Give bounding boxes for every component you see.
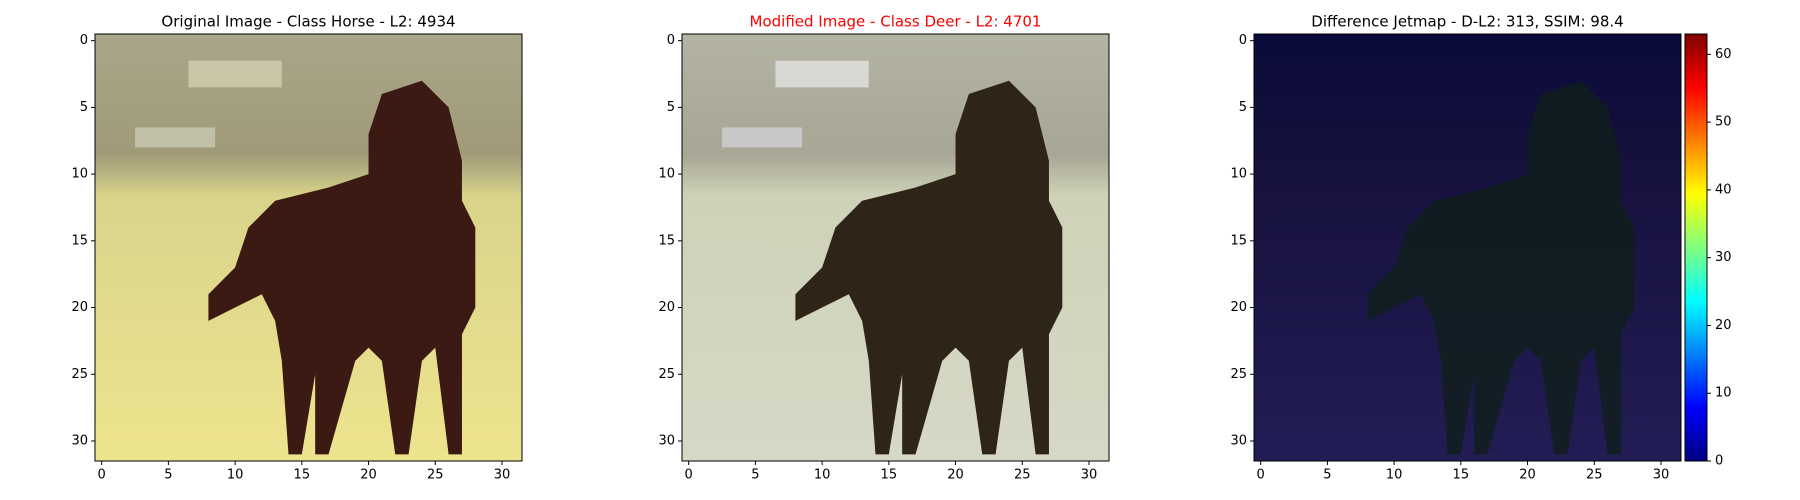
x-tick-label: 25 — [427, 468, 444, 483]
x-tick-label: 10 — [1386, 468, 1403, 483]
y-tick-label: 20 — [71, 300, 88, 315]
x-tick-label: 0 — [685, 468, 693, 483]
panel-title: Difference Jetmap - D-L2: 313, SSIM: 98.… — [1311, 13, 1623, 31]
y-tick-label: 25 — [1230, 367, 1247, 382]
colorbar-tick-label: 10 — [1715, 386, 1732, 401]
axes-frame — [1253, 33, 1682, 462]
y-tick-label: 10 — [71, 167, 88, 182]
y-tick-label: 30 — [1230, 433, 1247, 448]
colorbar-tick-label: 40 — [1715, 182, 1732, 197]
x-tick-label: 20 — [947, 468, 964, 483]
y-tick-label: 10 — [658, 167, 675, 182]
y-tick-label: 0 — [80, 33, 88, 48]
x-tick-label: 10 — [814, 468, 831, 483]
y-tick-label: 15 — [71, 233, 88, 248]
image-modified — [682, 34, 1109, 461]
y-tick-label: 20 — [1230, 300, 1247, 315]
panel-title: Modified Image - Class Deer - L2: 4701 — [750, 13, 1042, 31]
axes-frame — [681, 33, 1110, 462]
y-tick-label: 5 — [1239, 100, 1247, 115]
y-tick-label: 15 — [658, 233, 675, 248]
x-tick-label: 30 — [1081, 468, 1098, 483]
colorbar — [1684, 33, 1708, 462]
y-tick-label: 20 — [658, 300, 675, 315]
x-tick-label: 25 — [1014, 468, 1031, 483]
panel-title: Original Image - Class Horse - L2: 4934 — [161, 13, 455, 31]
x-tick-label: 0 — [1257, 468, 1265, 483]
x-tick-label: 15 — [1453, 468, 1470, 483]
colorbar-tick-label: 30 — [1715, 250, 1732, 265]
colorbar-tick-label: 60 — [1715, 47, 1732, 62]
x-tick-label: 15 — [294, 468, 311, 483]
image-original — [95, 34, 522, 461]
y-tick-label: 25 — [71, 367, 88, 382]
colorbar-tick-label: 50 — [1715, 115, 1732, 130]
y-tick-label: 30 — [658, 433, 675, 448]
x-tick-label: 5 — [1323, 468, 1331, 483]
colorbar-tick-label: 0 — [1715, 454, 1723, 469]
x-tick-label: 30 — [1653, 468, 1670, 483]
x-tick-label: 25 — [1586, 468, 1603, 483]
x-tick-label: 30 — [494, 468, 511, 483]
x-tick-label: 0 — [98, 468, 106, 483]
x-tick-label: 20 — [1519, 468, 1536, 483]
image-difference — [1254, 34, 1681, 461]
y-tick-label: 25 — [658, 367, 675, 382]
x-tick-label: 5 — [751, 468, 759, 483]
y-tick-label: 15 — [1230, 233, 1247, 248]
y-tick-label: 5 — [667, 100, 675, 115]
colorbar-tick-label: 20 — [1715, 318, 1732, 333]
y-tick-label: 30 — [71, 433, 88, 448]
x-tick-label: 5 — [164, 468, 172, 483]
x-tick-label: 10 — [227, 468, 244, 483]
axes-frame — [94, 33, 523, 462]
y-tick-label: 5 — [80, 100, 88, 115]
x-tick-label: 20 — [360, 468, 377, 483]
y-tick-label: 0 — [1239, 33, 1247, 48]
x-tick-label: 15 — [881, 468, 898, 483]
y-tick-label: 10 — [1230, 167, 1247, 182]
y-tick-label: 0 — [667, 33, 675, 48]
